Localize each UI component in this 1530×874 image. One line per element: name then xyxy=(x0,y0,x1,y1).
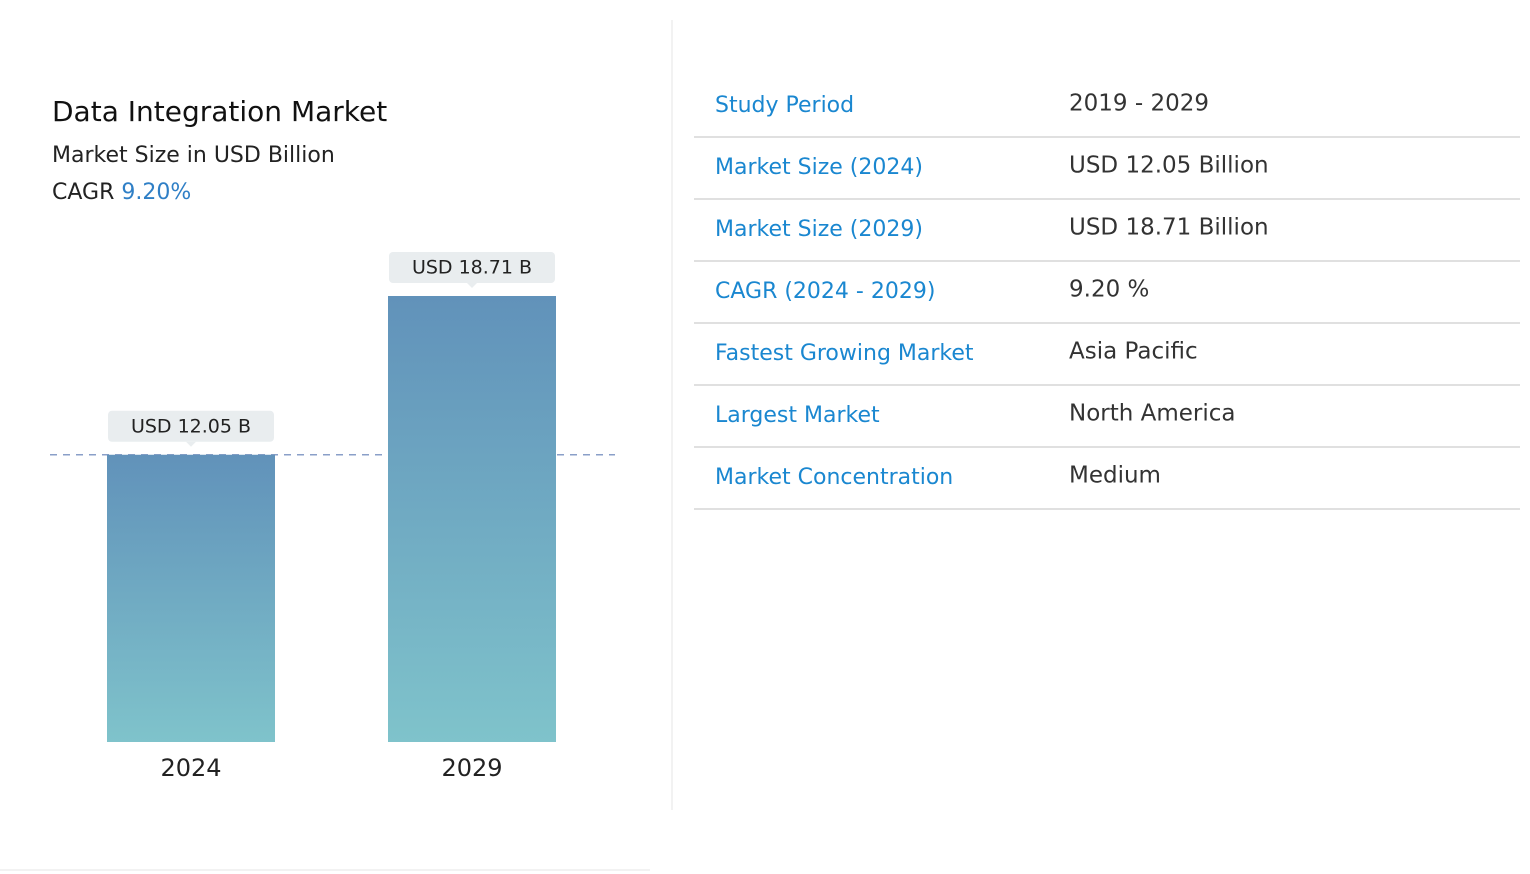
value-label-pointer xyxy=(467,283,477,288)
value-label: USD 12.05 B xyxy=(131,415,251,437)
table-value: Medium xyxy=(1069,463,1161,489)
table-key: Market Concentration xyxy=(715,465,953,490)
value-label-pointer xyxy=(186,441,196,447)
table-value: North America xyxy=(1069,401,1236,427)
table-key: Fastest Growing Market xyxy=(715,341,974,366)
table-value: Asia Pacific xyxy=(1069,339,1198,365)
table-key: Market Size (2024) xyxy=(715,155,923,180)
bar xyxy=(388,296,556,742)
table-value: 9.20 % xyxy=(1069,277,1149,303)
table-key: Market Size (2029) xyxy=(715,217,923,242)
value-label-box xyxy=(108,410,274,442)
value-label: USD 18.71 B xyxy=(412,257,532,279)
x-tick-label: 2029 xyxy=(441,754,502,782)
table-value: 2019 - 2029 xyxy=(1069,91,1209,117)
x-tick-label: 2024 xyxy=(160,754,221,782)
cagr-value: 9.20% xyxy=(121,180,191,205)
chart-subtitle: Market Size in USD Billion xyxy=(52,143,335,168)
bar xyxy=(107,454,275,742)
table-value: USD 18.71 Billion xyxy=(1069,215,1269,241)
table-key: Largest Market xyxy=(715,403,880,428)
chart-title: Data Integration Market xyxy=(52,95,387,128)
cagr-label: CAGR xyxy=(52,180,114,205)
cagr: CAGR 9.20% xyxy=(52,180,191,205)
table-key: Study Period xyxy=(715,93,854,118)
value-label-box xyxy=(389,252,555,283)
table-value: USD 12.05 Billion xyxy=(1069,153,1269,179)
table-key: CAGR (2024 - 2029) xyxy=(715,279,935,304)
